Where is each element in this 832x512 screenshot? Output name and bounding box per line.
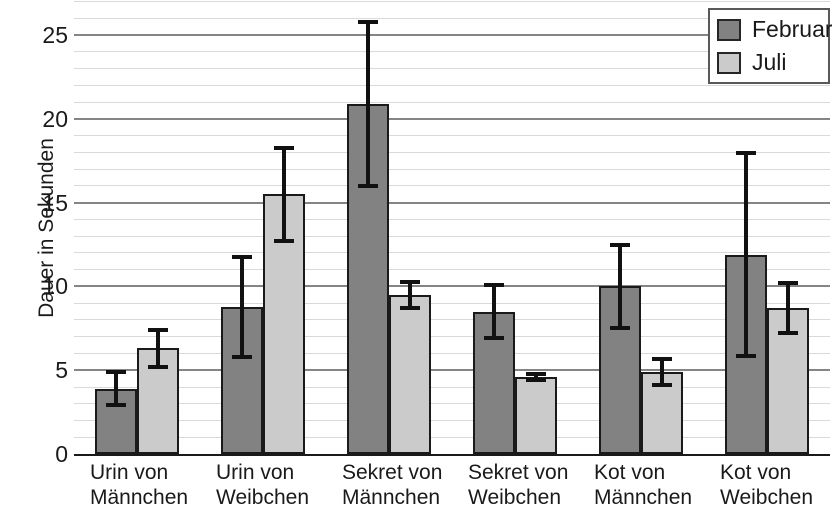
error-bar-bottom-cap [106, 403, 127, 408]
major-gridline [74, 201, 830, 204]
error-bar-bottom-cap [358, 183, 379, 188]
y-tick-label: 15 [42, 189, 68, 216]
bar-juli-3 [389, 294, 432, 454]
legend-label: Februar [752, 16, 832, 42]
error-bar [274, 145, 295, 243]
legend-swatch [717, 18, 741, 41]
minor-gridline [74, 218, 830, 220]
minor-gridline [74, 269, 830, 271]
minor-gridline [74, 151, 830, 153]
error-bar-top-cap [106, 370, 127, 375]
major-gridline [74, 34, 830, 37]
bar-februar-1 [95, 388, 138, 454]
error-bar [778, 281, 799, 336]
y-tick-label: 5 [55, 357, 68, 384]
minor-gridline [74, 101, 830, 103]
x-category-label: Sekret von Weibchen [468, 461, 569, 509]
minor-gridline [74, 386, 830, 388]
x-category-label: Sekret von Männchen [342, 461, 443, 509]
error-bar-bottom-cap [484, 336, 505, 341]
error-bar-top-cap [148, 328, 169, 333]
minor-gridline [74, 51, 830, 53]
minor-gridline [74, 168, 830, 170]
error-bar-bottom-cap [232, 354, 253, 359]
bar-juli-4 [515, 376, 558, 454]
error-bar-top-cap [274, 145, 295, 150]
minor-gridline [74, 17, 830, 19]
minor-gridline [74, 336, 830, 338]
error-bar-stem [240, 254, 245, 359]
major-gridline [74, 369, 830, 372]
minor-gridline [74, 319, 830, 321]
error-bar-bottom-cap [526, 377, 547, 382]
y-tick-label: 25 [42, 22, 68, 49]
error-bar-stem [282, 145, 287, 243]
minor-gridline [74, 302, 830, 304]
x-category-label: Kot von Männchen [594, 461, 693, 509]
error-bar-top-cap [652, 356, 673, 361]
major-gridline [74, 117, 830, 120]
error-bar-bottom-cap [610, 326, 631, 331]
minor-gridline [74, 436, 830, 438]
y-tick-label: 20 [42, 105, 68, 132]
error-bar-top-cap [400, 279, 421, 284]
error-bar-top-cap [232, 254, 253, 259]
error-bar-stem [408, 279, 413, 310]
error-bar [610, 242, 631, 331]
error-bar [148, 328, 169, 369]
error-bar-top-cap [736, 150, 757, 155]
minor-gridline [74, 1, 830, 3]
legend-swatch [717, 51, 741, 74]
error-bar-stem [786, 281, 791, 336]
error-bar-bottom-cap [652, 382, 673, 387]
error-bar-stem [534, 371, 539, 382]
x-category-label: Urin von Männchen [90, 461, 189, 509]
error-bar-bottom-cap [400, 305, 421, 310]
minor-gridline [74, 352, 830, 354]
error-bar-bottom-cap [274, 238, 295, 243]
minor-gridline [74, 420, 830, 421]
plot-area [74, 0, 830, 456]
legend-item-juli: Juli [710, 46, 828, 79]
minor-gridline [74, 185, 830, 187]
legend-item-februar: Februar [710, 13, 832, 46]
minor-gridline [74, 135, 830, 137]
error-bar-stem [114, 370, 119, 408]
error-bar-stem [492, 283, 497, 341]
error-bar-stem [366, 20, 371, 188]
minor-gridline [74, 84, 830, 86]
error-bar-top-cap [484, 283, 505, 288]
error-bar-top-cap [778, 281, 799, 286]
legend: Februar Juli [708, 8, 832, 84]
error-bar [400, 279, 421, 310]
error-bar-bottom-cap [148, 364, 169, 369]
error-bar [106, 370, 127, 408]
error-bar-stem [744, 150, 749, 359]
legend-label: Juli [752, 49, 787, 75]
minor-gridline [74, 252, 830, 254]
minor-gridline [74, 403, 830, 405]
error-bar [358, 20, 379, 188]
error-bar-top-cap [526, 371, 547, 376]
error-bar [232, 254, 253, 359]
y-tick-label: 10 [42, 273, 68, 300]
error-bar-stem [618, 242, 623, 331]
error-bar-top-cap [358, 20, 379, 25]
error-bar [526, 371, 547, 382]
error-bar [736, 150, 757, 359]
error-bar-bottom-cap [778, 331, 799, 336]
error-bar [484, 283, 505, 341]
error-bar-bottom-cap [736, 354, 757, 359]
error-bar-top-cap [610, 242, 631, 247]
minor-gridline [74, 68, 830, 70]
error-bar-stem [156, 328, 161, 369]
error-bar-stem [660, 356, 665, 387]
error-bar [652, 356, 673, 387]
y-tick-label: 0 [55, 441, 68, 467]
major-gridline [74, 285, 830, 288]
minor-gridline [74, 235, 830, 237]
x-category-label: Kot von Weibchen [720, 461, 814, 509]
x-category-label: Urin von Weibchen [216, 461, 310, 509]
